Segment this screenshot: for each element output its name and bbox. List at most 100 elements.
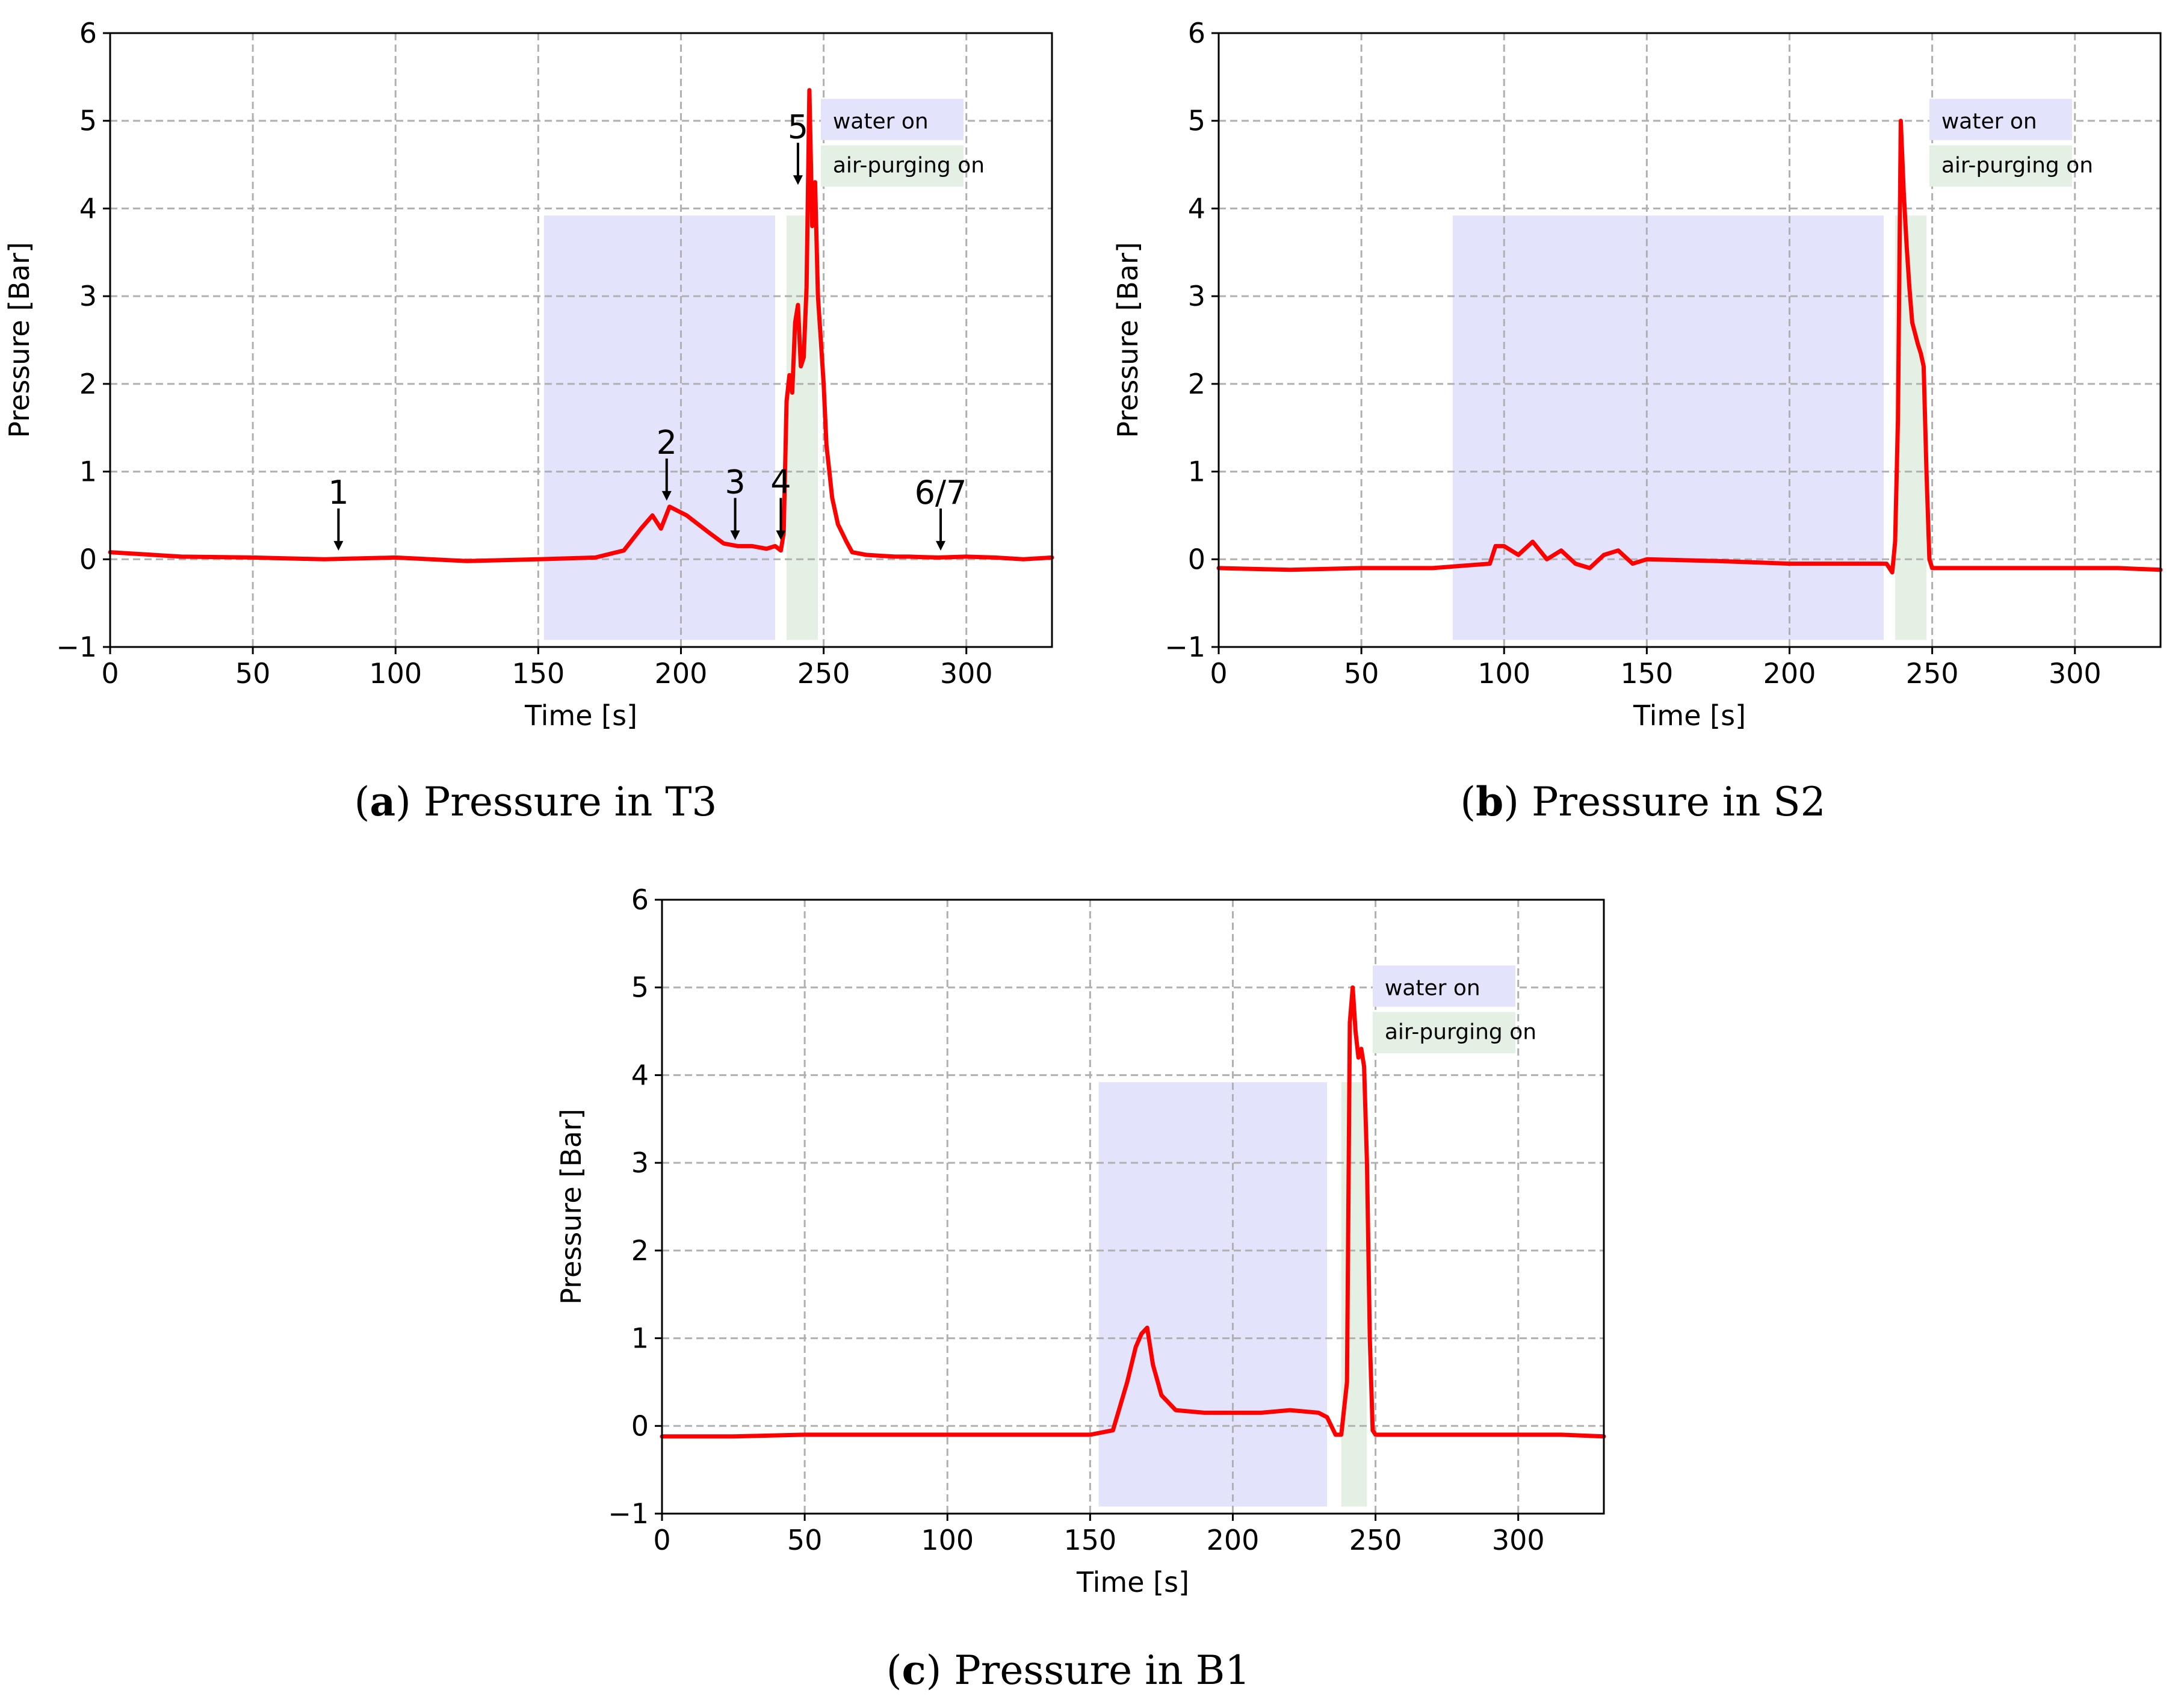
x-tick-label: 0 (1210, 657, 1227, 690)
y-tick-label: 5 (79, 105, 97, 137)
x-axis-title: Time [s] (1076, 1566, 1189, 1598)
annotation-arrowhead (730, 530, 740, 540)
plot-frame (1217, 32, 2162, 648)
annotation-arrowhead (936, 540, 946, 551)
x-tick-label: 150 (1620, 657, 1673, 690)
caption-open-paren: ( (1460, 779, 1476, 825)
y-tick-label: −1 (608, 1497, 649, 1530)
legend-water-label: water on (1385, 976, 1480, 1001)
legend-air-box (1929, 145, 2072, 187)
y-tick-label: 6 (79, 17, 97, 49)
y-tick-label: 0 (1188, 543, 1205, 575)
caption-close-paren: ) (1503, 779, 1532, 825)
y-tick-label: 0 (79, 543, 97, 575)
y-tick-label: 0 (631, 1409, 649, 1442)
y-tick-label: 6 (631, 883, 649, 916)
panel-caption: (b) Pressure in S2 (1460, 778, 1825, 825)
annotation-label: 5 (788, 108, 808, 146)
x-tick-label: 100 (1477, 657, 1530, 690)
pressure-series-line (1216, 119, 2163, 575)
legend-water-box (1372, 965, 1515, 1007)
water-on-span (1452, 215, 1884, 640)
y-tick-label: 4 (1188, 192, 1205, 224)
y-axis-title: Pressure [Bar] (1112, 242, 1144, 438)
y-tick-label: 4 (631, 1059, 649, 1091)
x-tick-label: 200 (1207, 1524, 1260, 1556)
air-purging-span (1341, 1082, 1367, 1507)
y-tick-label: 2 (1188, 368, 1205, 400)
x-axis-title: Time [s] (1633, 699, 1746, 732)
annotation-arrowhead (776, 530, 786, 540)
y-axis-title: Pressure [Bar] (555, 1109, 587, 1305)
x-tick-label: 200 (1763, 657, 1816, 690)
x-tick-label: 150 (512, 657, 565, 690)
legend-air-label: air-purging on (1385, 1020, 1536, 1045)
y-tick-label: 2 (79, 368, 97, 400)
annotation-label: 4 (770, 463, 791, 501)
caption-letter: c (902, 1647, 926, 1694)
water-on-span (1098, 1082, 1327, 1507)
x-tick-label: 0 (653, 1524, 670, 1556)
plot-frame (109, 32, 1053, 648)
legend-air-box (820, 145, 964, 187)
legend-water-box (820, 99, 964, 140)
panel-caption: (c) Pressure in B1 (886, 1647, 1251, 1694)
x-tick-label: 300 (940, 657, 993, 690)
x-tick-label: 250 (1906, 657, 1959, 690)
caption-text: Pressure in T3 (424, 779, 717, 825)
x-tick-label: 200 (655, 657, 708, 690)
y-tick-label: 1 (1188, 456, 1205, 488)
annotation-label: 6/7 (915, 474, 967, 512)
x-tick-label: 50 (235, 657, 271, 690)
plot-frame (661, 899, 1605, 1515)
x-tick-label: 0 (101, 657, 119, 690)
y-tick-label: −1 (1165, 631, 1205, 663)
annotation-label: 3 (725, 463, 745, 501)
y-tick-label: 1 (631, 1322, 649, 1355)
x-tick-label: 300 (1492, 1524, 1545, 1556)
pressure-series-line (660, 985, 1606, 1439)
caption-letter: a (370, 778, 395, 825)
caption-close-paren: ) (926, 1647, 954, 1694)
annotation-label: 1 (328, 474, 348, 512)
x-tick-label: 100 (921, 1524, 974, 1556)
annotation-label: 2 (657, 424, 677, 462)
y-axis-title: Pressure [Bar] (3, 242, 36, 438)
legend-air-box (1372, 1012, 1515, 1053)
annotation-arrowhead (661, 490, 672, 501)
x-tick-label: 150 (1063, 1524, 1116, 1556)
panel-caption: (a) Pressure in T3 (354, 778, 717, 825)
x-axis-title: Time [s] (524, 699, 637, 732)
annotation-arrowhead (793, 175, 803, 185)
x-tick-label: 100 (369, 657, 422, 690)
x-tick-label: 50 (787, 1524, 823, 1556)
legend-air-label: air-purging on (1941, 153, 2093, 178)
y-tick-label: 2 (631, 1234, 649, 1267)
y-tick-label: 3 (631, 1146, 649, 1179)
caption-close-paren: ) (395, 779, 424, 825)
caption-open-paren: ( (354, 779, 370, 825)
legend-water-box (1929, 99, 2072, 140)
y-tick-label: −1 (56, 631, 97, 663)
caption-text: Pressure in S2 (1532, 779, 1826, 825)
y-tick-label: 5 (631, 971, 649, 1004)
pressure-series-line (108, 88, 1054, 563)
y-tick-label: 3 (1188, 280, 1205, 312)
legend-air-label: air-purging on (833, 153, 985, 178)
water-on-span (543, 215, 775, 640)
caption-text: Pressure in B1 (954, 1647, 1250, 1694)
annotation-arrowhead (333, 540, 344, 551)
x-tick-label: 50 (1344, 657, 1379, 690)
legend-water-label: water on (1941, 110, 2037, 134)
legend-water-label: water on (833, 110, 929, 134)
x-tick-label: 250 (797, 657, 850, 690)
caption-open-paren: ( (886, 1647, 902, 1694)
caption-letter: b (1476, 778, 1503, 825)
x-tick-label: 300 (2049, 657, 2102, 690)
y-tick-label: 3 (79, 280, 97, 312)
x-tick-label: 250 (1349, 1524, 1402, 1556)
